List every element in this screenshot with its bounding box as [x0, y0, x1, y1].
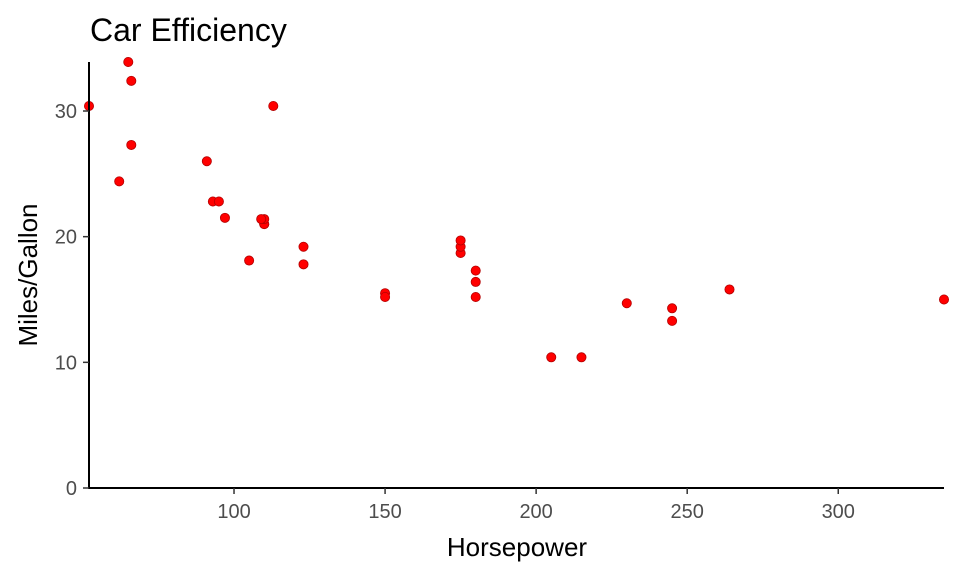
data-point	[126, 139, 137, 150]
data-point	[298, 241, 309, 252]
y-axis-title: Miles/Gallon	[13, 203, 43, 346]
data-point	[201, 156, 212, 167]
data-point	[470, 291, 481, 302]
x-tick-label: 200	[519, 501, 552, 523]
x-tick-label: 100	[217, 501, 250, 523]
x-tick-label: 150	[368, 501, 401, 523]
x-axis-title: Horsepower	[447, 532, 588, 562]
data-point	[213, 196, 224, 207]
y-tick-label: 30	[55, 101, 77, 123]
data-point	[576, 352, 587, 363]
y-tick-label: 10	[55, 352, 77, 374]
chart-title: Car Efficiency	[90, 12, 287, 48]
data-point	[667, 315, 678, 326]
data-points	[84, 57, 950, 363]
data-point	[298, 259, 309, 270]
x-axis-ticks: 100 150 200 250 300	[217, 488, 855, 523]
data-point	[123, 57, 134, 68]
data-point	[667, 303, 678, 314]
data-point	[268, 100, 279, 111]
data-point	[256, 214, 267, 225]
data-point	[939, 294, 950, 305]
y-axis-ticks: 0 10 20 30	[55, 101, 89, 500]
data-point	[724, 284, 735, 295]
data-point	[114, 176, 125, 187]
data-point	[126, 75, 137, 86]
data-point	[455, 235, 466, 246]
data-point	[380, 291, 391, 302]
data-point	[244, 255, 255, 266]
y-tick-label: 20	[55, 227, 77, 249]
y-tick-label: 0	[66, 478, 77, 500]
data-point	[546, 352, 557, 363]
x-tick-label: 250	[671, 501, 704, 523]
data-point	[621, 298, 632, 309]
x-tick-label: 300	[822, 501, 855, 523]
data-point	[470, 276, 481, 287]
data-point	[219, 212, 230, 223]
data-point	[470, 265, 481, 276]
